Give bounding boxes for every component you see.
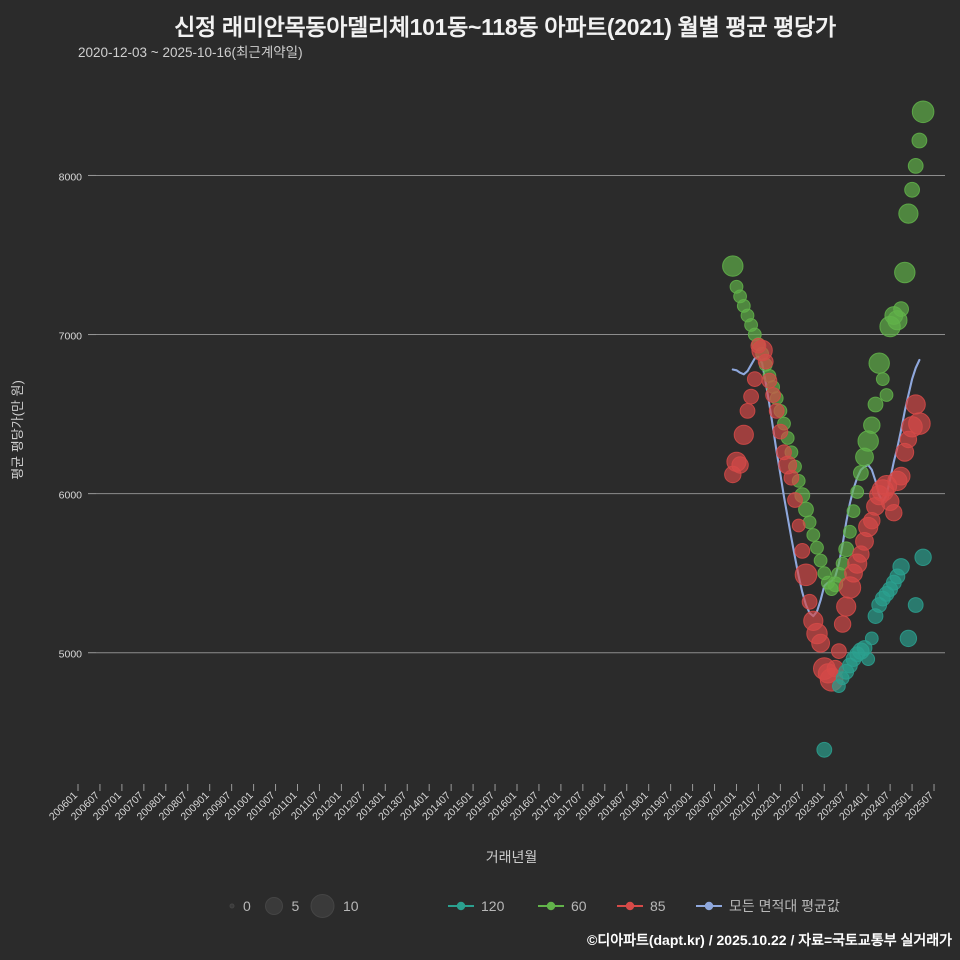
- data-point: [911, 100, 935, 124]
- data-point: [765, 387, 781, 403]
- series-85: [724, 337, 931, 692]
- data-point: [868, 352, 890, 374]
- legend-size-bubble: [265, 897, 283, 915]
- y-axis-ticks: 5000 6000 7000 8000: [59, 171, 96, 661]
- data-point: [794, 563, 818, 587]
- x-axis-title-text: 거래년월: [486, 849, 538, 865]
- data-point: [733, 424, 754, 445]
- legend-marker: [704, 901, 714, 911]
- data-point: [846, 504, 861, 519]
- series-60: [722, 100, 935, 596]
- data-point: [894, 261, 916, 284]
- legend-series-label: 60: [571, 898, 587, 914]
- footer-credit: ©디아파트(dapt.kr) / 2025.10.22 / 자료=국토교통부 실…: [587, 932, 952, 948]
- data-point: [810, 540, 824, 555]
- data-point: [861, 652, 876, 666]
- page-title: 신정 래미안목동아델리체101동~118동 아파트(2021) 월별 평균 평당…: [174, 14, 836, 40]
- data-point: [875, 372, 890, 387]
- data-point: [914, 548, 932, 566]
- data-point: [907, 158, 924, 174]
- data-point: [806, 528, 821, 542]
- x-axis-ticks: 2006012006072007012007072008012008072009…: [47, 784, 936, 823]
- data-point: [794, 543, 811, 559]
- data-point: [833, 615, 852, 633]
- legend-item-60[interactable]: 60: [538, 898, 587, 914]
- data-point: [768, 403, 785, 419]
- data-point: [885, 504, 903, 522]
- y-tick-label: 5000: [59, 649, 83, 661]
- data-point: [891, 466, 911, 486]
- data-point: [911, 132, 928, 149]
- legend-size-label: 10: [343, 898, 359, 914]
- data-point: [772, 423, 789, 440]
- legend-size-label: 0: [243, 898, 251, 914]
- data-point: [722, 255, 744, 277]
- y-axis-title-text: 평균 평당가(만 원): [10, 380, 25, 480]
- data-point: [905, 394, 926, 415]
- x-axis-title: 거래년월: [486, 849, 538, 865]
- data-point: [761, 372, 778, 389]
- data-point: [816, 741, 833, 758]
- data-point: [831, 643, 847, 659]
- legend-size-bubble: [310, 894, 335, 918]
- data-point: [801, 593, 818, 610]
- data-point: [850, 485, 865, 499]
- y-axis-title: 평균 평당가(만 원): [10, 380, 25, 480]
- data-point: [867, 396, 884, 413]
- data-point: [892, 558, 910, 576]
- legend-marker: [456, 901, 466, 911]
- data-point: [907, 597, 924, 613]
- legend-series-label: 85: [650, 898, 666, 914]
- legend-item-85[interactable]: 85: [617, 898, 666, 914]
- y-tick-label: 8000: [59, 171, 83, 183]
- data-point: [899, 629, 918, 648]
- y-tick-label: 7000: [59, 331, 83, 343]
- data-point: [843, 524, 857, 539]
- legend-item-모든 면적대 평균값[interactable]: 모든 면적대 평균값: [696, 898, 840, 914]
- legend-size-label: 5: [292, 898, 300, 914]
- data-point: [743, 388, 759, 405]
- data-point: [757, 353, 774, 370]
- gridlines: [96, 174, 945, 654]
- y-tick-label: 6000: [59, 490, 83, 502]
- data-point: [836, 596, 857, 617]
- data-point: [853, 465, 869, 481]
- data-point: [898, 203, 919, 224]
- chart-canvas: 5000 6000 7000 8000 20060120060720070120070…: [10, 100, 945, 918]
- chart-legend: 0 5 10 120 60 85 모든 면적대 평균값: [229, 894, 840, 918]
- data-point: [879, 388, 894, 402]
- data-point: [904, 181, 920, 198]
- data-point: [857, 430, 879, 452]
- data-point: [811, 633, 830, 653]
- legend-series-label: 120: [481, 898, 505, 914]
- data-point: [893, 301, 909, 318]
- data-point: [739, 403, 756, 419]
- legend-size-bubble: [229, 903, 235, 909]
- data-point: [813, 553, 828, 568]
- chart-subtitle: 2020-12-03 ~ 2025-10-16(최근계약일): [78, 45, 303, 60]
- legend-series-label: 모든 면적대 평균값: [729, 898, 840, 914]
- data-point: [746, 371, 763, 388]
- data-point: [731, 456, 749, 474]
- data-point: [787, 492, 803, 508]
- data-point: [908, 412, 931, 435]
- data-point: [838, 541, 855, 558]
- data-point: [791, 518, 806, 533]
- data-point: [863, 416, 881, 434]
- legend-marker: [546, 901, 556, 911]
- scatter-points-layer: [722, 100, 935, 758]
- series-120: [816, 548, 932, 758]
- legend-marker: [625, 901, 635, 911]
- data-point: [783, 469, 800, 486]
- data-point: [864, 631, 879, 646]
- legend-item-120[interactable]: 120: [448, 898, 505, 914]
